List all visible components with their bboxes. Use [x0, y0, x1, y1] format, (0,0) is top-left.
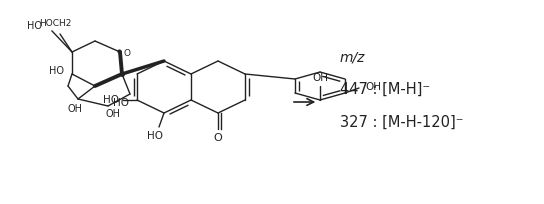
Text: OH: OH: [67, 104, 83, 114]
Text: 447 : [M-H]⁻: 447 : [M-H]⁻: [340, 82, 430, 97]
Text: OH: OH: [312, 73, 328, 83]
Text: HOCH2: HOCH2: [39, 20, 71, 29]
Text: HO: HO: [113, 98, 129, 108]
Text: HO: HO: [27, 21, 42, 31]
Text: OH: OH: [106, 109, 121, 119]
Text: HO: HO: [48, 66, 64, 76]
Text: OH: OH: [365, 82, 381, 92]
Text: m/z: m/z: [340, 50, 366, 64]
Text: HO: HO: [103, 95, 119, 105]
Text: 327 : [M-H-120]⁻: 327 : [M-H-120]⁻: [340, 115, 463, 130]
Text: HO: HO: [147, 131, 163, 141]
Text: O: O: [123, 49, 130, 58]
Text: O: O: [214, 133, 222, 143]
